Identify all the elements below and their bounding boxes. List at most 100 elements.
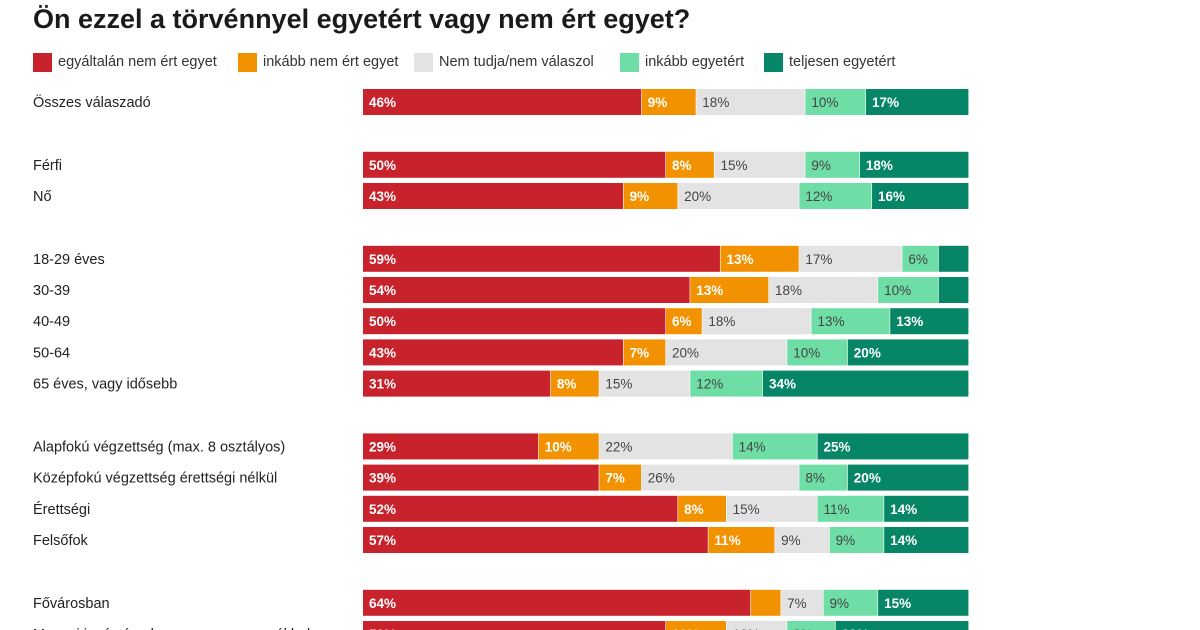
bar-value-label: 13% [727, 252, 754, 267]
bar-value-label: 6% [672, 314, 692, 329]
bar-segment-rather-disagree [599, 464, 642, 491]
bar-segment-strongly-disagree [363, 151, 666, 178]
bar-segment-strongly-disagree [363, 183, 623, 209]
bar-segment-fully-agree [878, 589, 969, 616]
bar-segment-rather-agree [799, 464, 848, 491]
bar-segment-rather-agree [787, 339, 848, 366]
bar-segment-fully-agree [884, 495, 969, 522]
bar-value-label: 9% [830, 596, 850, 611]
bar-value-label: 39% [369, 471, 396, 486]
bar-segment-rather-disagree [641, 89, 696, 115]
bar-segment-dont-know [775, 527, 830, 553]
bar-segment-fully-agree [835, 621, 969, 630]
bar-value-label: 25% [824, 439, 851, 454]
legend-item-dont-know: Nem tudja/nem válaszol [414, 52, 594, 72]
bar-segment-rather-disagree [750, 589, 781, 616]
bar-value-label: 10% [733, 627, 760, 630]
bar-value-label: 20% [854, 471, 881, 486]
bar-segment-fully-agree [847, 339, 969, 366]
bar-value-label: 8% [557, 377, 577, 392]
bar-segment-strongly-disagree [363, 89, 642, 115]
row-label: 18-29 éves [33, 252, 105, 268]
bar-segment-strongly-disagree [363, 308, 666, 335]
legend-swatch-strongly-disagree [33, 52, 52, 72]
bar-segment-rather-agree [811, 308, 890, 335]
bar-value-label: 34% [769, 377, 796, 392]
bar-segment-rather-disagree [690, 277, 769, 303]
bar-segment-rather-disagree [623, 183, 678, 209]
bar-segment-fully-agree [859, 151, 969, 178]
bar-segment-rather-agree [732, 433, 817, 460]
legend-swatch-rather-agree [620, 52, 639, 72]
bar-segment-dont-know [678, 183, 799, 209]
bar-segment-dont-know [769, 277, 878, 303]
bar-value-label: 15% [605, 377, 632, 392]
bar-value-label: 17% [872, 95, 899, 110]
bar-value-label: 8% [672, 158, 692, 173]
bar-value-label: 50% [369, 158, 396, 173]
legend-label-strongly-disagree: egyáltalán nem ért egyet [58, 54, 217, 70]
bar-segment-fully-agree [865, 89, 969, 115]
bar-value-label: 11% [714, 533, 740, 548]
bar-row: Megyei jogú városban, vagy megyeszékhely… [33, 621, 969, 630]
bar-row: Alapfokú végzettség (max. 8 osztályos) 29… [33, 433, 969, 460]
bar-segment-fully-agree [938, 245, 969, 272]
bar-value-label: 43% [369, 189, 396, 204]
bar-segment-strongly-disagree [363, 370, 551, 397]
bar-row: Fővárosban 64% 7% 9% 15% [33, 589, 969, 616]
bar-value-label: 10% [884, 283, 911, 298]
bar-segment-dont-know [599, 370, 690, 397]
bar-row: 18-29 éves 59% 13% 17% 6% [33, 245, 969, 272]
bar-row: 65 éves, vagy idősebb 31% 8% 15% 12% 34% [33, 370, 969, 397]
bar-segment-rather-agree [902, 245, 939, 272]
bar-value-label: 13% [896, 314, 923, 329]
bar-value-label: 13% [696, 283, 723, 298]
bar-row: 40-49 50% 6% 18% 13% 13% [33, 308, 969, 335]
bar-value-label: 12% [696, 377, 723, 392]
bar-row: Nő 43% 9% 20% 12% 16% [33, 183, 969, 209]
bar-value-label: 20% [854, 345, 881, 360]
bar-row: Összes válaszadó 46% 9% 18% 10% 17% [33, 89, 969, 115]
bar-value-label: 46% [369, 95, 396, 110]
bar-segment-dont-know [599, 433, 733, 460]
bar-segment-rather-agree [787, 621, 836, 630]
bar-value-label: 15% [733, 502, 760, 517]
row-label: Középfokú végzettség érettségi nélkül [33, 471, 277, 487]
bar-segment-strongly-disagree [363, 589, 751, 616]
bar-value-label: 13% [817, 314, 844, 329]
bar-value-label: 9% [781, 533, 801, 548]
bar-value-label: 9% [836, 533, 856, 548]
row-label: Megyei jogú városban, vagy megyeszékhely… [33, 627, 334, 630]
bar-value-label: 57% [369, 533, 396, 548]
bar-segment-rather-disagree [550, 370, 599, 397]
legend-label-fully-agree: teljesen egyetért [789, 54, 896, 70]
bar-value-label: 15% [720, 158, 747, 173]
bar-value-label: 20% [684, 189, 711, 204]
legend-label-rather-disagree: inkább nem ért egyet [263, 54, 399, 70]
bar-value-label: 29% [369, 439, 396, 454]
bar-segment-dont-know [799, 245, 902, 272]
bar-segment-rather-disagree [666, 151, 714, 178]
row-label: Összes válaszadó [33, 93, 151, 111]
bar-row: 30-39 54% 13% 18% 10% [33, 277, 969, 303]
legend-swatch-rather-disagree [238, 52, 257, 72]
row-label: 30-39 [33, 283, 70, 299]
bar-segment-rather-agree [805, 89, 866, 115]
legend-swatch-fully-agree [764, 52, 783, 72]
bar-value-label: 7% [630, 345, 650, 360]
bar-segment-rather-agree [799, 183, 872, 209]
bar-value-label: 54% [369, 283, 396, 298]
row-label: 40-49 [33, 314, 70, 330]
bar-value-label: 50% [369, 314, 396, 329]
bar-value-label: 11% [824, 502, 850, 517]
bar-segment-dont-know [666, 339, 787, 366]
bar-segment-dont-know [726, 495, 817, 522]
bar-value-label: 9% [811, 158, 831, 173]
bar-value-label: 8% [805, 471, 825, 486]
bar-segment-strongly-disagree [363, 339, 623, 366]
legend-item-strongly-disagree: egyáltalán nem ért egyet [33, 52, 217, 72]
bar-value-label: 9% [630, 189, 650, 204]
bar-value-label: 20% [672, 345, 699, 360]
row-label: Érettségi [33, 501, 90, 518]
bar-segment-dont-know [641, 464, 799, 491]
